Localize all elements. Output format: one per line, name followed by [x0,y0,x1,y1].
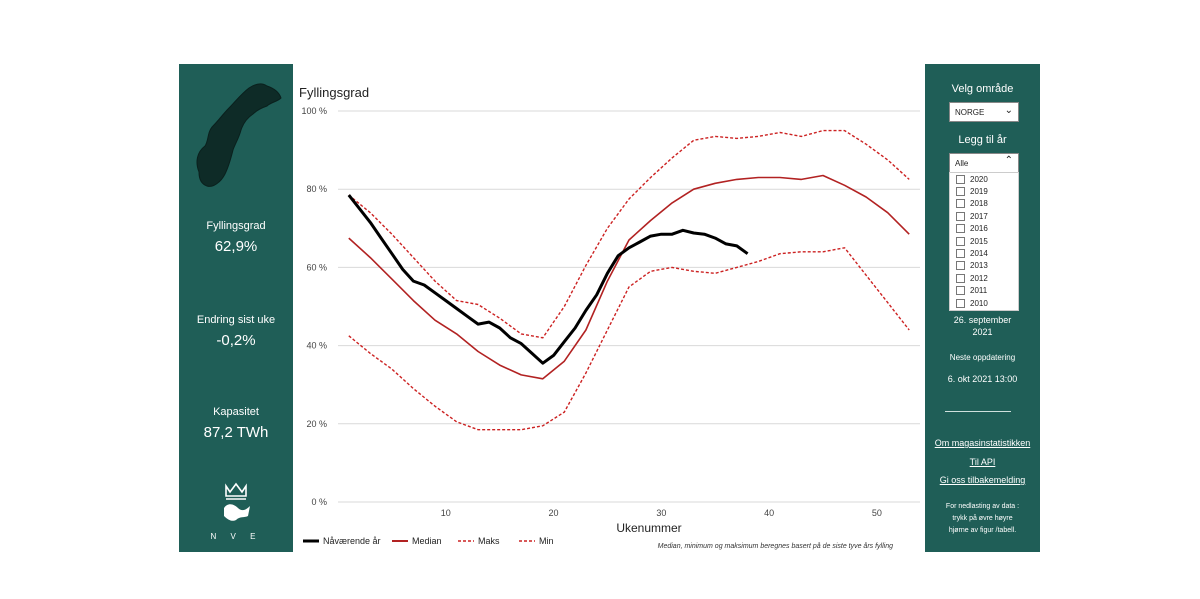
year-option-label: 2017 [970,211,988,221]
y-tick-label: 0 % [311,497,327,507]
checkbox-icon[interactable] [956,187,965,197]
year-select-label: Legg til år [958,134,1007,146]
series-line-n-v-rende-r [347,194,749,365]
filter-panel: Velg område NORGE ⌄ Legg til år Alle ⌃ 2… [925,64,1040,552]
kpi-label-capacity: Kapasitet [213,406,259,418]
download-note-1: For nedlasting av data : [945,503,1020,510]
updated-year: 2021 [972,327,993,337]
area-select[interactable]: NORGE ⌄ [949,102,1019,122]
year-option-label: 2014 [970,249,988,259]
next-update-label: Neste oppdatering [949,353,1016,362]
updated-date: 26. september [953,315,1012,325]
checkbox-icon[interactable] [956,174,965,184]
y-tick-label: 40 % [306,341,327,351]
year-option-2017[interactable]: 2017 [950,210,1018,222]
year-option-2016[interactable]: 2016 [950,223,1018,235]
year-option-2014[interactable]: 2014 [950,247,1018,259]
kpi-value-change: -0,2% [216,332,256,349]
kpi-label-fill: Fyllingsgrad [206,220,266,232]
checkbox-icon[interactable] [956,211,965,221]
series-line-median [348,174,910,380]
year-option-label: 2020 [970,174,988,184]
legend-label: Nåværende år [323,536,381,546]
checkbox-icon[interactable] [956,236,965,246]
legend-label: Min [539,536,554,546]
nve-crest-icon [224,482,250,521]
year-option-label: 2019 [970,187,988,197]
norway-map-icon [196,83,282,187]
download-note-2: trykk på øvre høyre [952,515,1013,522]
x-tick-label: 50 [872,508,882,518]
checkbox-icon[interactable] [956,273,965,283]
x-tick-label: 30 [656,508,666,518]
x-tick-label: 20 [549,508,559,518]
checkbox-icon[interactable] [956,261,965,271]
x-axis-label: Ukenummer [616,521,681,535]
checkbox-icon[interactable] [956,249,965,259]
year-option-2015[interactable]: 2015 [950,235,1018,247]
checkbox-icon[interactable] [956,224,965,234]
year-option-label: 2010 [970,298,988,308]
year-option-2010[interactable]: 2010 [950,297,1018,309]
nve-logo-text: N V E [210,532,262,541]
year-option-label: 2018 [970,199,988,209]
year-option-2020[interactable]: 2020 [950,173,1018,185]
link-about-statistics[interactable]: Om magasinstatistikken [934,438,1031,448]
chart-footnote: Median, minimum og maksimum beregnes bas… [658,542,893,550]
year-select[interactable]: Alle ⌃ [949,153,1019,173]
year-option-label: 2013 [970,261,988,271]
year-option-label: 2011 [970,286,988,296]
y-tick-label: 20 % [306,419,327,429]
year-option-2013[interactable]: 2013 [950,260,1018,272]
year-options-list[interactable]: 2020 2019 2018 2017 2016 2015 2014 2013 2012 2011… [949,172,1019,311]
next-update-value: 6. okt 2021 13:00 [947,374,1018,384]
chart-area: Fyllingsgrad 0 % 20 % 40 % 60 % 80 % 100 % 10 20… [293,64,925,552]
kpi-value-fill: 62,9% [214,238,258,255]
kpi-value-capacity: 87,2 TWh [203,424,269,441]
series-line-maks [348,129,910,339]
year-option-2018[interactable]: 2018 [950,198,1018,210]
checkbox-icon[interactable] [956,199,965,209]
year-option-label: 2015 [970,236,988,246]
y-tick-label: 60 % [306,262,327,272]
series-line-min [348,247,910,431]
kpi-label-change: Endring sist uke [196,314,276,326]
area-select-value: NORGE [955,108,985,117]
legend-label: Maks [478,536,500,546]
year-option-2019[interactable]: 2019 [950,185,1018,197]
area-select-label: Velg område [951,83,1014,95]
checkbox-icon[interactable] [956,286,965,296]
y-tick-label: 100 % [301,106,327,116]
year-option-2011[interactable]: 2011 [950,285,1018,297]
reservoir-line-chart: Fyllingsgrad 0 % 20 % 40 % 60 % 80 % 100 % 10 20… [299,85,920,550]
link-api[interactable]: Til API [969,457,996,467]
divider [945,411,1011,412]
year-option-label: 2016 [970,224,988,234]
chevron-up-icon: ⌃ [1004,155,1013,166]
x-tick-label: 10 [441,508,451,518]
kpi-panel: Fyllingsgrad 62,9% Endring sist uke -0,2… [179,64,293,552]
legend-label: Median [412,536,442,546]
chart-title: Fyllingsgrad [299,85,369,100]
download-note-3: hjørne av figur /tabell. [948,527,1017,534]
x-tick-label: 40 [764,508,774,518]
checkbox-icon[interactable] [956,298,965,308]
year-option-label: 2012 [970,273,988,283]
year-select-value: Alle [955,159,969,168]
year-option-2012[interactable]: 2012 [950,272,1018,284]
chevron-down-icon: ⌄ [1004,105,1013,116]
y-tick-label: 80 % [306,184,327,194]
link-feedback[interactable]: Gi oss tilbakemelding [939,475,1026,485]
